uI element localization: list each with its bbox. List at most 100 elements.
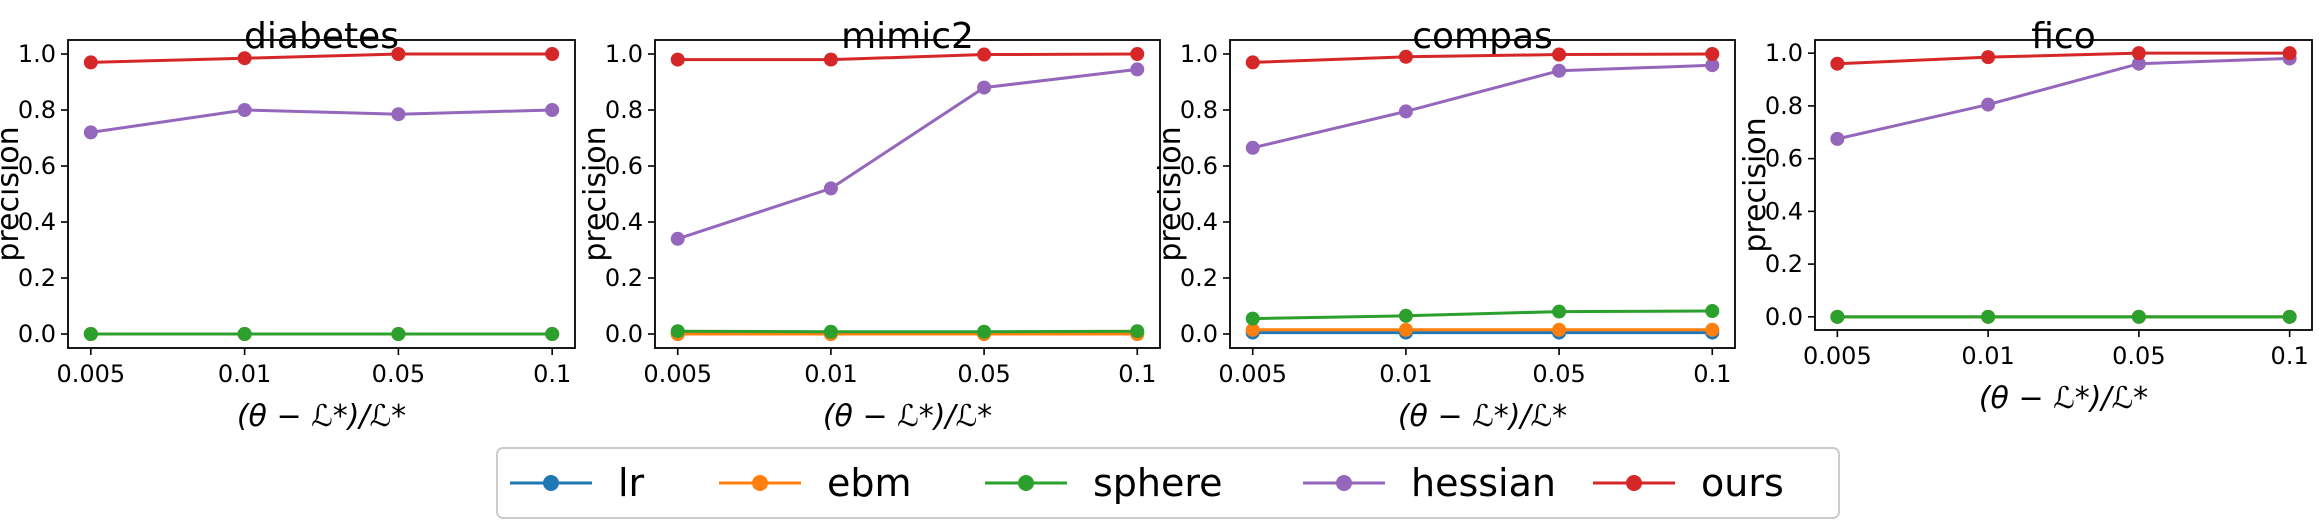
legend-marker — [1018, 475, 1034, 491]
data-point-hessian — [1552, 63, 1567, 78]
x-tick-label: 0.01 — [218, 360, 271, 388]
series-line-hessian — [1252, 63, 1713, 150]
data-point-sphere — [1130, 324, 1145, 339]
legend: lr ebm sphere hessian ours — [496, 447, 1840, 519]
y-tick-label: 0.6 — [605, 152, 643, 180]
y-tick-label: 0.2 — [1765, 250, 1803, 278]
x-tick-label: 0.1 — [1118, 360, 1156, 388]
data-point-hessian — [391, 107, 406, 122]
data-point-ours — [237, 51, 252, 66]
legend-label: ebm — [827, 461, 912, 505]
data-point-sphere — [670, 324, 685, 339]
y-tick-label: 1.0 — [1765, 39, 1803, 67]
y-tick-label: 1.0 — [605, 40, 643, 68]
legend-label: lr — [618, 461, 645, 505]
legend-item-lr: lr — [510, 461, 645, 505]
data-point-hessian — [1398, 104, 1413, 119]
chart-title: diabetes — [244, 16, 399, 57]
legend-marker — [543, 475, 559, 491]
x-tick-label: 0.01 — [1961, 342, 2014, 370]
data-point-ours — [1981, 50, 1996, 65]
plot-frame — [1229, 39, 1736, 349]
series-ebm — [1245, 322, 1720, 337]
legend-marker — [1626, 475, 1642, 491]
series-sphere — [1245, 304, 1720, 326]
data-point-ours — [670, 52, 685, 67]
data-point-hessian — [237, 103, 252, 117]
legend-item-ebm: ebm — [719, 461, 912, 505]
y-tick-label: 0.4 — [18, 208, 56, 236]
series-line-ours — [677, 52, 1138, 62]
y-tick-label: 1.0 — [1180, 40, 1218, 68]
data-point-hessian — [670, 231, 685, 246]
x-tick-label: 0.05 — [1532, 360, 1585, 388]
data-point-ours — [1830, 56, 1845, 71]
data-point-sphere — [1830, 309, 1845, 324]
series-sphere — [670, 324, 1145, 339]
y-tick-label: 0.0 — [1765, 303, 1803, 331]
data-point-hessian — [83, 125, 98, 140]
data-point-hessian — [1981, 97, 1996, 112]
x-tick-label: 0.005 — [1803, 342, 1872, 370]
data-point-hessian — [1130, 62, 1145, 77]
data-point-sphere — [1552, 304, 1567, 319]
chart-title: fico — [2031, 16, 2096, 57]
legend-marker — [752, 475, 768, 491]
legend-item-ours: ours — [1593, 461, 1784, 505]
y-tick-label: 0.8 — [1765, 92, 1803, 120]
data-point-sphere — [1245, 311, 1260, 326]
y-tick-label: 0.4 — [605, 208, 643, 236]
y-tick-label: 0.2 — [18, 264, 56, 292]
data-point-ours — [1552, 47, 1567, 62]
chart-title: mimic2 — [841, 16, 974, 57]
data-point-sphere — [1398, 308, 1413, 323]
series-line-hessian — [677, 67, 1138, 241]
plot-frame — [1814, 39, 2313, 331]
data-point-sphere — [391, 327, 406, 341]
y-tick-label: 0.2 — [605, 264, 643, 292]
series-line-ours — [90, 52, 553, 64]
x-tick-label: 0.1 — [2271, 342, 2309, 370]
subplot-diabetes: diabetes 0.0 0.2 0.4 0.6 0.8 1.0 0.005 0.01 0.05 0… — [0, 16, 576, 434]
data-point-ours — [1130, 47, 1145, 61]
subplot-compas: compas 0.0 0.2 0.4 0.6 0.8 1.0 0.005 0.01 0.05 0.1… — [1153, 16, 1736, 434]
series-line-ours — [1837, 51, 2290, 66]
data-point-ours — [83, 55, 98, 70]
y-tick-label: 0.0 — [605, 320, 643, 348]
legend-label: ours — [1701, 461, 1784, 505]
y-tick-label: 0.8 — [605, 96, 643, 124]
legend-box — [496, 447, 1840, 519]
legend-label: sphere — [1093, 461, 1223, 505]
series-ours — [83, 47, 560, 70]
plot-frame — [67, 39, 576, 349]
y-axis-label: precision — [0, 126, 26, 261]
x-axis-label: (θ − ℒ*)/ℒ* — [237, 399, 406, 434]
y-tick-label: 0.8 — [1180, 96, 1218, 124]
data-point-ebm — [1705, 322, 1720, 337]
y-tick-label: 0.0 — [1180, 320, 1218, 348]
legend-item-sphere: sphere — [985, 461, 1223, 505]
series-line-sphere — [677, 329, 1138, 334]
x-tick-label: 0.05 — [372, 360, 425, 388]
data-point-ours — [1398, 49, 1413, 64]
data-point-sphere — [823, 324, 838, 339]
data-point-hessian — [823, 181, 838, 196]
data-point-ebm — [1398, 322, 1413, 337]
x-tick-label: 0.05 — [2112, 342, 2165, 370]
y-axis-label: precision — [578, 126, 613, 261]
plot-frame — [654, 39, 1161, 349]
y-tick-label: 1.0 — [18, 40, 56, 68]
series-hessian — [1830, 51, 2297, 146]
series-hessian — [83, 103, 560, 140]
data-point-sphere — [2282, 309, 2297, 324]
y-tick-label: 0.6 — [1180, 152, 1218, 180]
data-point-sphere — [977, 324, 992, 339]
data-point-sphere — [1705, 304, 1720, 319]
y-tick-label: 0.4 — [1765, 197, 1803, 225]
series-line-sphere — [1252, 309, 1713, 321]
data-point-ours — [823, 52, 838, 67]
series-hessian — [670, 62, 1145, 246]
y-tick-label: 0.2 — [1180, 264, 1218, 292]
y-tick-label: 0.6 — [1765, 145, 1803, 173]
